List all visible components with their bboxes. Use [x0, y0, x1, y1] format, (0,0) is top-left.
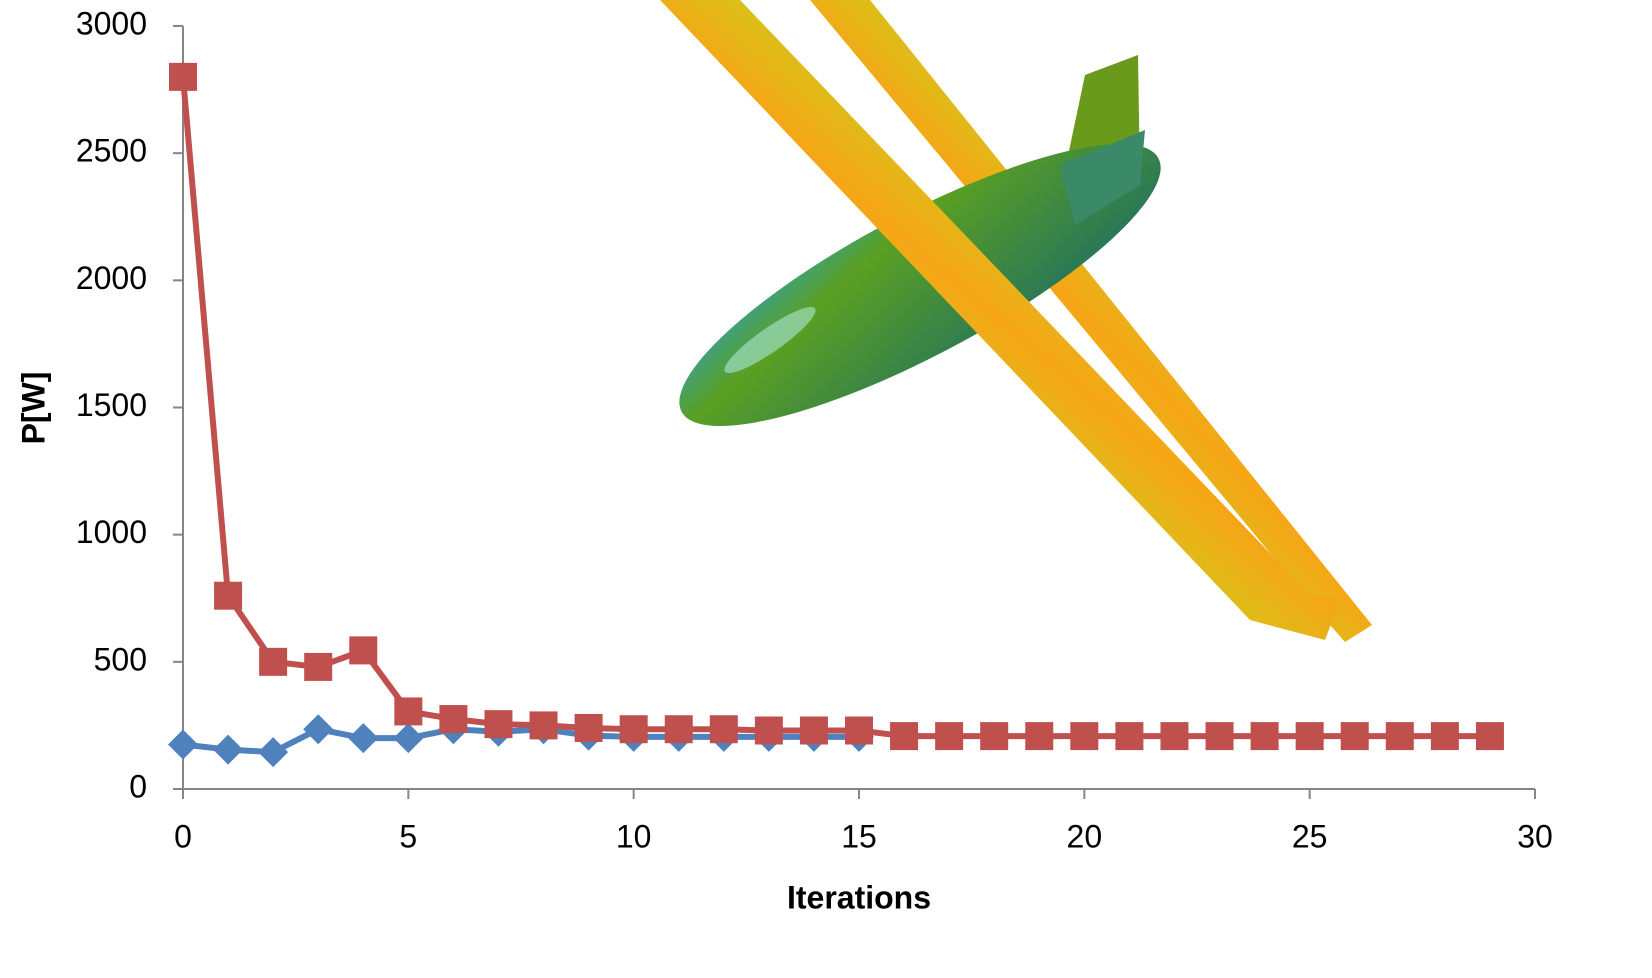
- marker: [1160, 722, 1188, 750]
- x-axis-title: Iterations: [787, 879, 931, 915]
- marker: [304, 653, 332, 681]
- y-tick-label: 2500: [76, 133, 147, 169]
- marker: [214, 582, 242, 610]
- marker: [845, 717, 873, 745]
- y-tick-label: 3000: [76, 5, 147, 41]
- marker: [890, 722, 918, 750]
- marker: [755, 717, 783, 745]
- marker: [169, 63, 197, 91]
- marker: [665, 715, 693, 743]
- marker: [1476, 722, 1504, 750]
- marker: [168, 729, 198, 759]
- marker: [710, 715, 738, 743]
- page: {"chart_data": {"type": "line", "x_label…: [0, 0, 1652, 978]
- marker: [575, 714, 603, 742]
- marker: [1341, 722, 1369, 750]
- y-axis-title: P[W]: [15, 372, 51, 445]
- marker: [1386, 722, 1414, 750]
- y-tick-label: 1000: [76, 514, 147, 550]
- marker: [259, 648, 287, 676]
- x-tick-label: 30: [1517, 818, 1553, 854]
- y-tick-label: 1500: [76, 387, 147, 423]
- marker: [980, 722, 1008, 750]
- marker: [349, 636, 377, 664]
- marker: [393, 723, 423, 753]
- x-tick-label: 25: [1292, 818, 1328, 854]
- marker: [484, 710, 512, 738]
- x-tick-label: 15: [841, 818, 877, 854]
- chart: Iterations P[W] 0 500 1000 1500 2000 2500 3000…: [0, 0, 1652, 973]
- marker: [1431, 722, 1459, 750]
- marker: [213, 735, 243, 765]
- marker: [1070, 722, 1098, 750]
- y-tick-label: 0: [129, 768, 147, 804]
- x-tick-label: 20: [1067, 818, 1103, 854]
- marker: [303, 714, 333, 744]
- x-tick-label: 5: [399, 818, 417, 854]
- x-tick-label: 10: [616, 818, 652, 854]
- marker: [1206, 722, 1234, 750]
- x-tick-label: 0: [174, 818, 192, 854]
- y-tick-label: 2000: [76, 260, 147, 296]
- marker: [620, 715, 648, 743]
- marker: [1296, 722, 1324, 750]
- marker: [258, 737, 288, 767]
- marker: [394, 697, 422, 725]
- marker: [800, 717, 828, 745]
- marker: [348, 723, 378, 753]
- marker: [1251, 722, 1279, 750]
- marker: [935, 722, 963, 750]
- marker: [530, 711, 558, 739]
- marker: [1115, 722, 1143, 750]
- marker: [1025, 722, 1053, 750]
- y-tick-label: 500: [94, 641, 147, 677]
- marker: [439, 705, 467, 733]
- airplane-illustration: [649, 0, 1372, 642]
